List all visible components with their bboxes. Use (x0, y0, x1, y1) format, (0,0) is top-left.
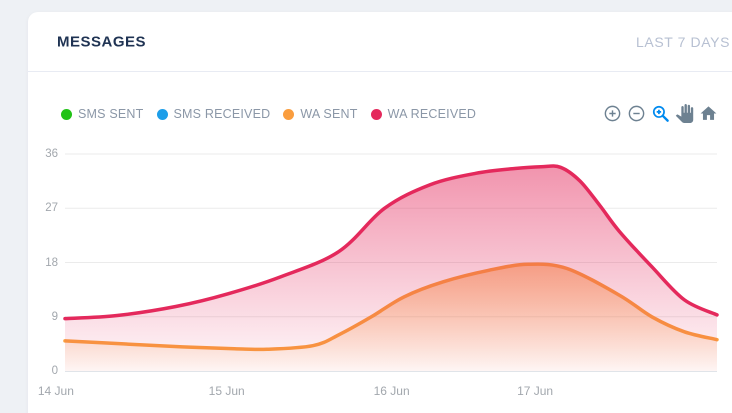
legend-item-wa-received[interactable]: WA RECEIVED (370, 107, 477, 121)
y-axis-label-0: 0 (51, 365, 58, 377)
chart-toolbar (598, 102, 718, 124)
x-axis-label-16-jun: 16 Jun (373, 384, 410, 398)
chart-legend: SMS SENT SMS RECEIVED WA SENT WA RECEIVED (61, 106, 489, 122)
legend-dot-icon (283, 108, 295, 120)
legend-label: WA RECEIVED (387, 107, 477, 121)
card-header: MESSAGES LAST 7 DAYS (28, 12, 732, 72)
period-label: LAST 7 DAYS (636, 33, 731, 50)
chart-area[interactable]: 0 9 18 27 36 14 Jun 15 Jun 16 Jun 17 Jun (30, 140, 732, 405)
y-axis-label-27: 27 (45, 202, 58, 215)
wa-received-area (65, 165, 717, 371)
zoom-in-icon[interactable] (603, 104, 622, 123)
x-axis-label-15-jun: 15 Jun (208, 384, 245, 398)
legend-label: SMS RECEIVED (173, 107, 271, 121)
legend-dot-icon (156, 108, 168, 120)
legend-dot-icon (61, 108, 72, 120)
legend-item-wa-sent[interactable]: WA SENT (283, 107, 357, 121)
page-title: MESSAGES (57, 33, 147, 50)
legend-item-sms-received[interactable]: SMS RECEIVED (156, 107, 271, 121)
pan-icon[interactable] (675, 103, 694, 123)
x-axis-label-17-jun: 17 Jun (517, 384, 554, 398)
messages-area-chart[interactable] (30, 140, 732, 405)
reset-zoom-home-icon[interactable] (699, 104, 718, 123)
zoom-out-icon[interactable] (627, 104, 646, 123)
messages-card: MESSAGES LAST 7 DAYS SMS SENT SMS RECEIVE… (28, 12, 732, 413)
x-axis-label-14-jun: 14 Jun (37, 384, 74, 398)
legend-label: SMS SENT (78, 107, 144, 121)
wa-received-line (63, 164, 719, 321)
legend-item-sms-sent[interactable]: SMS SENT (61, 107, 144, 121)
legend-label: WA SENT (300, 107, 358, 121)
legend-dot-icon (370, 108, 382, 120)
y-axis-label-18: 18 (45, 256, 58, 269)
y-axis-label-36: 36 (45, 148, 58, 160)
y-axis-label-9: 9 (51, 310, 58, 323)
selection-zoom-icon[interactable] (651, 104, 670, 123)
